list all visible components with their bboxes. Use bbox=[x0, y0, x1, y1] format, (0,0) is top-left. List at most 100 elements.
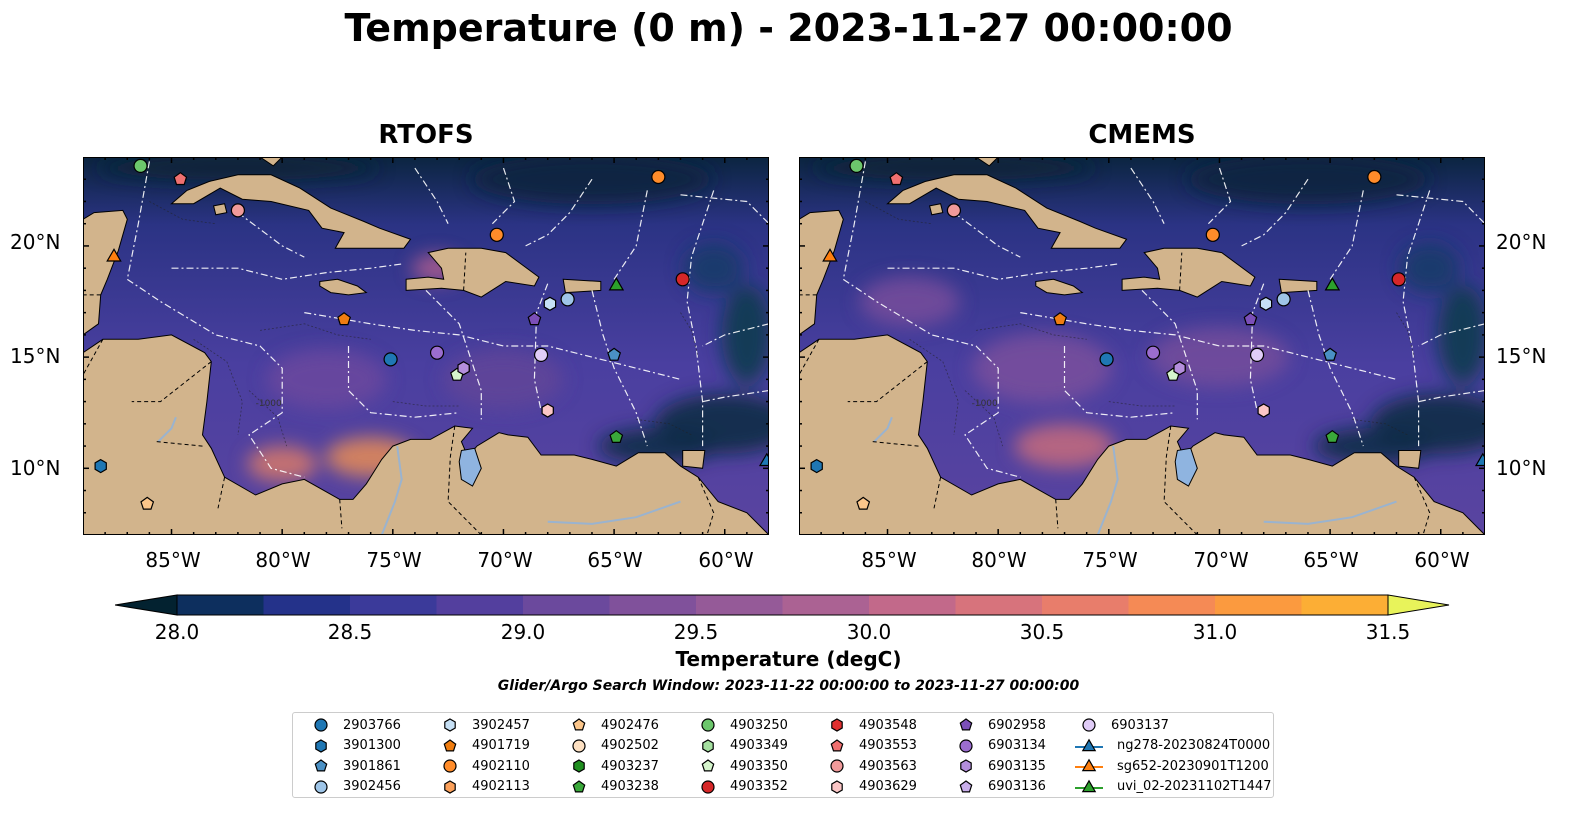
observation-marker-4903250[interactable] bbox=[133, 158, 148, 173]
observation-marker-3901861[interactable] bbox=[607, 347, 622, 361]
legend-pentagon-icon[interactable] bbox=[443, 738, 457, 751]
colorbar-segment bbox=[955, 595, 1043, 615]
observation-marker-4903238[interactable] bbox=[1325, 429, 1340, 443]
observation-marker-2903766[interactable] bbox=[383, 352, 398, 367]
observation-marker-3901861[interactable] bbox=[1323, 347, 1338, 361]
legend-pentagon-icon[interactable] bbox=[572, 718, 586, 731]
observation-marker-3902456[interactable] bbox=[1276, 292, 1291, 307]
map-panel-cmems[interactable]: -1000 bbox=[799, 157, 1485, 535]
legend-entry: 4902113 bbox=[436, 777, 530, 797]
legend-entry: 3902456 bbox=[307, 777, 401, 797]
legend-hexagon-icon[interactable] bbox=[444, 779, 456, 794]
observation-marker-uvi_02-20231102T1447[interactable] bbox=[1324, 276, 1341, 291]
eez-boundaries bbox=[126, 161, 769, 478]
lon-label-85w-cmems: 85°W bbox=[861, 548, 917, 572]
observation-marker-sg652-20230901T1200[interactable] bbox=[822, 248, 838, 262]
observation-marker-4901719[interactable] bbox=[337, 312, 352, 326]
legend-marker-icon bbox=[702, 738, 714, 753]
legend-hexagon-icon[interactable] bbox=[831, 718, 843, 732]
observation-marker-6903137[interactable] bbox=[533, 347, 549, 362]
legend-hexagon-icon[interactable] bbox=[831, 779, 843, 794]
lon-label-65w-cmems: 65°W bbox=[1303, 548, 1359, 572]
legend-label: 4902110 bbox=[472, 758, 530, 774]
observation-marker-sg652-20230901T1200[interactable] bbox=[106, 248, 122, 262]
observation-marker-4903352[interactable] bbox=[675, 272, 690, 287]
observation-marker-4902476[interactable] bbox=[140, 496, 155, 510]
legend-triangle-icon[interactable] bbox=[1081, 779, 1097, 792]
legend-triangle-icon[interactable] bbox=[1081, 758, 1097, 772]
legend-pentagon-icon[interactable] bbox=[572, 779, 586, 792]
colorbar-segment bbox=[523, 595, 610, 615]
legend-triangle-icon[interactable] bbox=[1081, 738, 1097, 751]
legend-hexagon-icon[interactable] bbox=[960, 759, 972, 773]
observation-marker-3902457[interactable] bbox=[543, 296, 557, 311]
observation-marker-3902456[interactable] bbox=[560, 292, 575, 307]
lon-label-75w-rtofs: 75°W bbox=[366, 548, 422, 572]
legend-circle-icon[interactable] bbox=[572, 738, 586, 753]
legend-hexagon-icon[interactable] bbox=[702, 738, 714, 753]
legend-circle-icon[interactable] bbox=[959, 738, 973, 753]
legend-pentagon-icon[interactable] bbox=[959, 779, 973, 792]
legend-label: 4903349 bbox=[730, 738, 788, 753]
lon-label-70w-rtofs: 70°W bbox=[477, 548, 533, 572]
observation-marker-4902110[interactable] bbox=[489, 227, 504, 242]
legend-marker-icon bbox=[701, 718, 715, 732]
observation-marker-ng278-20230824T0000[interactable] bbox=[1474, 452, 1485, 467]
legend-circle-icon[interactable] bbox=[701, 718, 715, 732]
observation-marker-4903352[interactable] bbox=[1391, 272, 1406, 287]
legend-circle-icon[interactable] bbox=[830, 759, 844, 773]
legend-pentagon-icon[interactable] bbox=[830, 738, 844, 751]
observation-marker-3902457[interactable] bbox=[1259, 296, 1273, 311]
legend-circle-icon[interactable] bbox=[701, 779, 715, 794]
observation-marker-6903134[interactable] bbox=[429, 345, 445, 360]
legend-entry: ng278-20230824T0000 bbox=[1075, 736, 1270, 756]
observation-marker-6903135[interactable] bbox=[457, 361, 470, 376]
observation-marker-6902958[interactable] bbox=[527, 312, 542, 326]
legend-pentagon-icon[interactable] bbox=[701, 759, 715, 772]
legend-circle-icon[interactable] bbox=[443, 759, 457, 773]
legend-marker-icon bbox=[831, 779, 843, 794]
legend-circle-icon[interactable] bbox=[314, 718, 328, 732]
legend-pentagon-icon[interactable] bbox=[314, 759, 328, 772]
legend-marker-icon bbox=[1075, 779, 1103, 792]
observation-marker-6902958[interactable] bbox=[1243, 312, 1258, 326]
observation-marker-ng278-20230824T0000[interactable] bbox=[758, 452, 769, 467]
observation-marker-4902110[interactable] bbox=[1367, 169, 1382, 185]
observation-marker-4902476[interactable] bbox=[856, 496, 871, 510]
observation-marker-4903553[interactable] bbox=[173, 171, 188, 186]
observation-marker-4903553[interactable] bbox=[889, 171, 904, 186]
map-panel-rtofs[interactable]: -1000 bbox=[83, 157, 769, 535]
observation-marker-4902110[interactable] bbox=[1205, 227, 1220, 242]
observation-marker-4903563[interactable] bbox=[230, 203, 246, 218]
legend-marker-icon bbox=[572, 738, 586, 753]
colorbar-graphic bbox=[114, 594, 1450, 616]
legend-label: 6903134 bbox=[988, 738, 1046, 753]
legend-marker-icon bbox=[1082, 718, 1096, 732]
observation-marker-4901719[interactable] bbox=[1053, 312, 1068, 326]
observation-marker-3901300[interactable] bbox=[94, 458, 107, 474]
observation-marker-4903563[interactable] bbox=[946, 203, 962, 218]
legend-label: 4903250 bbox=[730, 717, 788, 733]
legend-hexagon-icon[interactable] bbox=[573, 759, 585, 773]
observation-marker-6903135[interactable] bbox=[1173, 361, 1186, 376]
observation-marker-4902110[interactable] bbox=[651, 169, 666, 185]
observation-marker-uvi_02-20231102T1447[interactable] bbox=[608, 276, 625, 291]
observation-marker-4903250[interactable] bbox=[849, 158, 864, 173]
observation-marker-6903137[interactable] bbox=[1249, 347, 1265, 362]
lake-maracaibo bbox=[458, 447, 482, 487]
legend-hexagon-icon[interactable] bbox=[315, 738, 327, 753]
legend-hexagon-icon[interactable] bbox=[444, 718, 456, 732]
observation-marker-4903629[interactable] bbox=[541, 403, 554, 418]
legend-marker-icon bbox=[444, 718, 456, 732]
legend-circle-icon[interactable] bbox=[314, 779, 328, 794]
lon-label-70w-cmems: 70°W bbox=[1193, 548, 1249, 572]
legend-pentagon-icon[interactable] bbox=[959, 718, 973, 731]
bathymetry-contour-label: -1000 bbox=[972, 399, 998, 409]
observation-marker-2903766[interactable] bbox=[1099, 352, 1114, 367]
observation-marker-3901300[interactable] bbox=[810, 458, 823, 474]
observation-marker-4903629[interactable] bbox=[1257, 403, 1270, 418]
legend-marker-icon bbox=[573, 759, 585, 773]
legend-circle-icon[interactable] bbox=[1082, 718, 1096, 732]
observation-marker-4903238[interactable] bbox=[609, 429, 624, 443]
observation-marker-6903134[interactable] bbox=[1145, 345, 1161, 360]
